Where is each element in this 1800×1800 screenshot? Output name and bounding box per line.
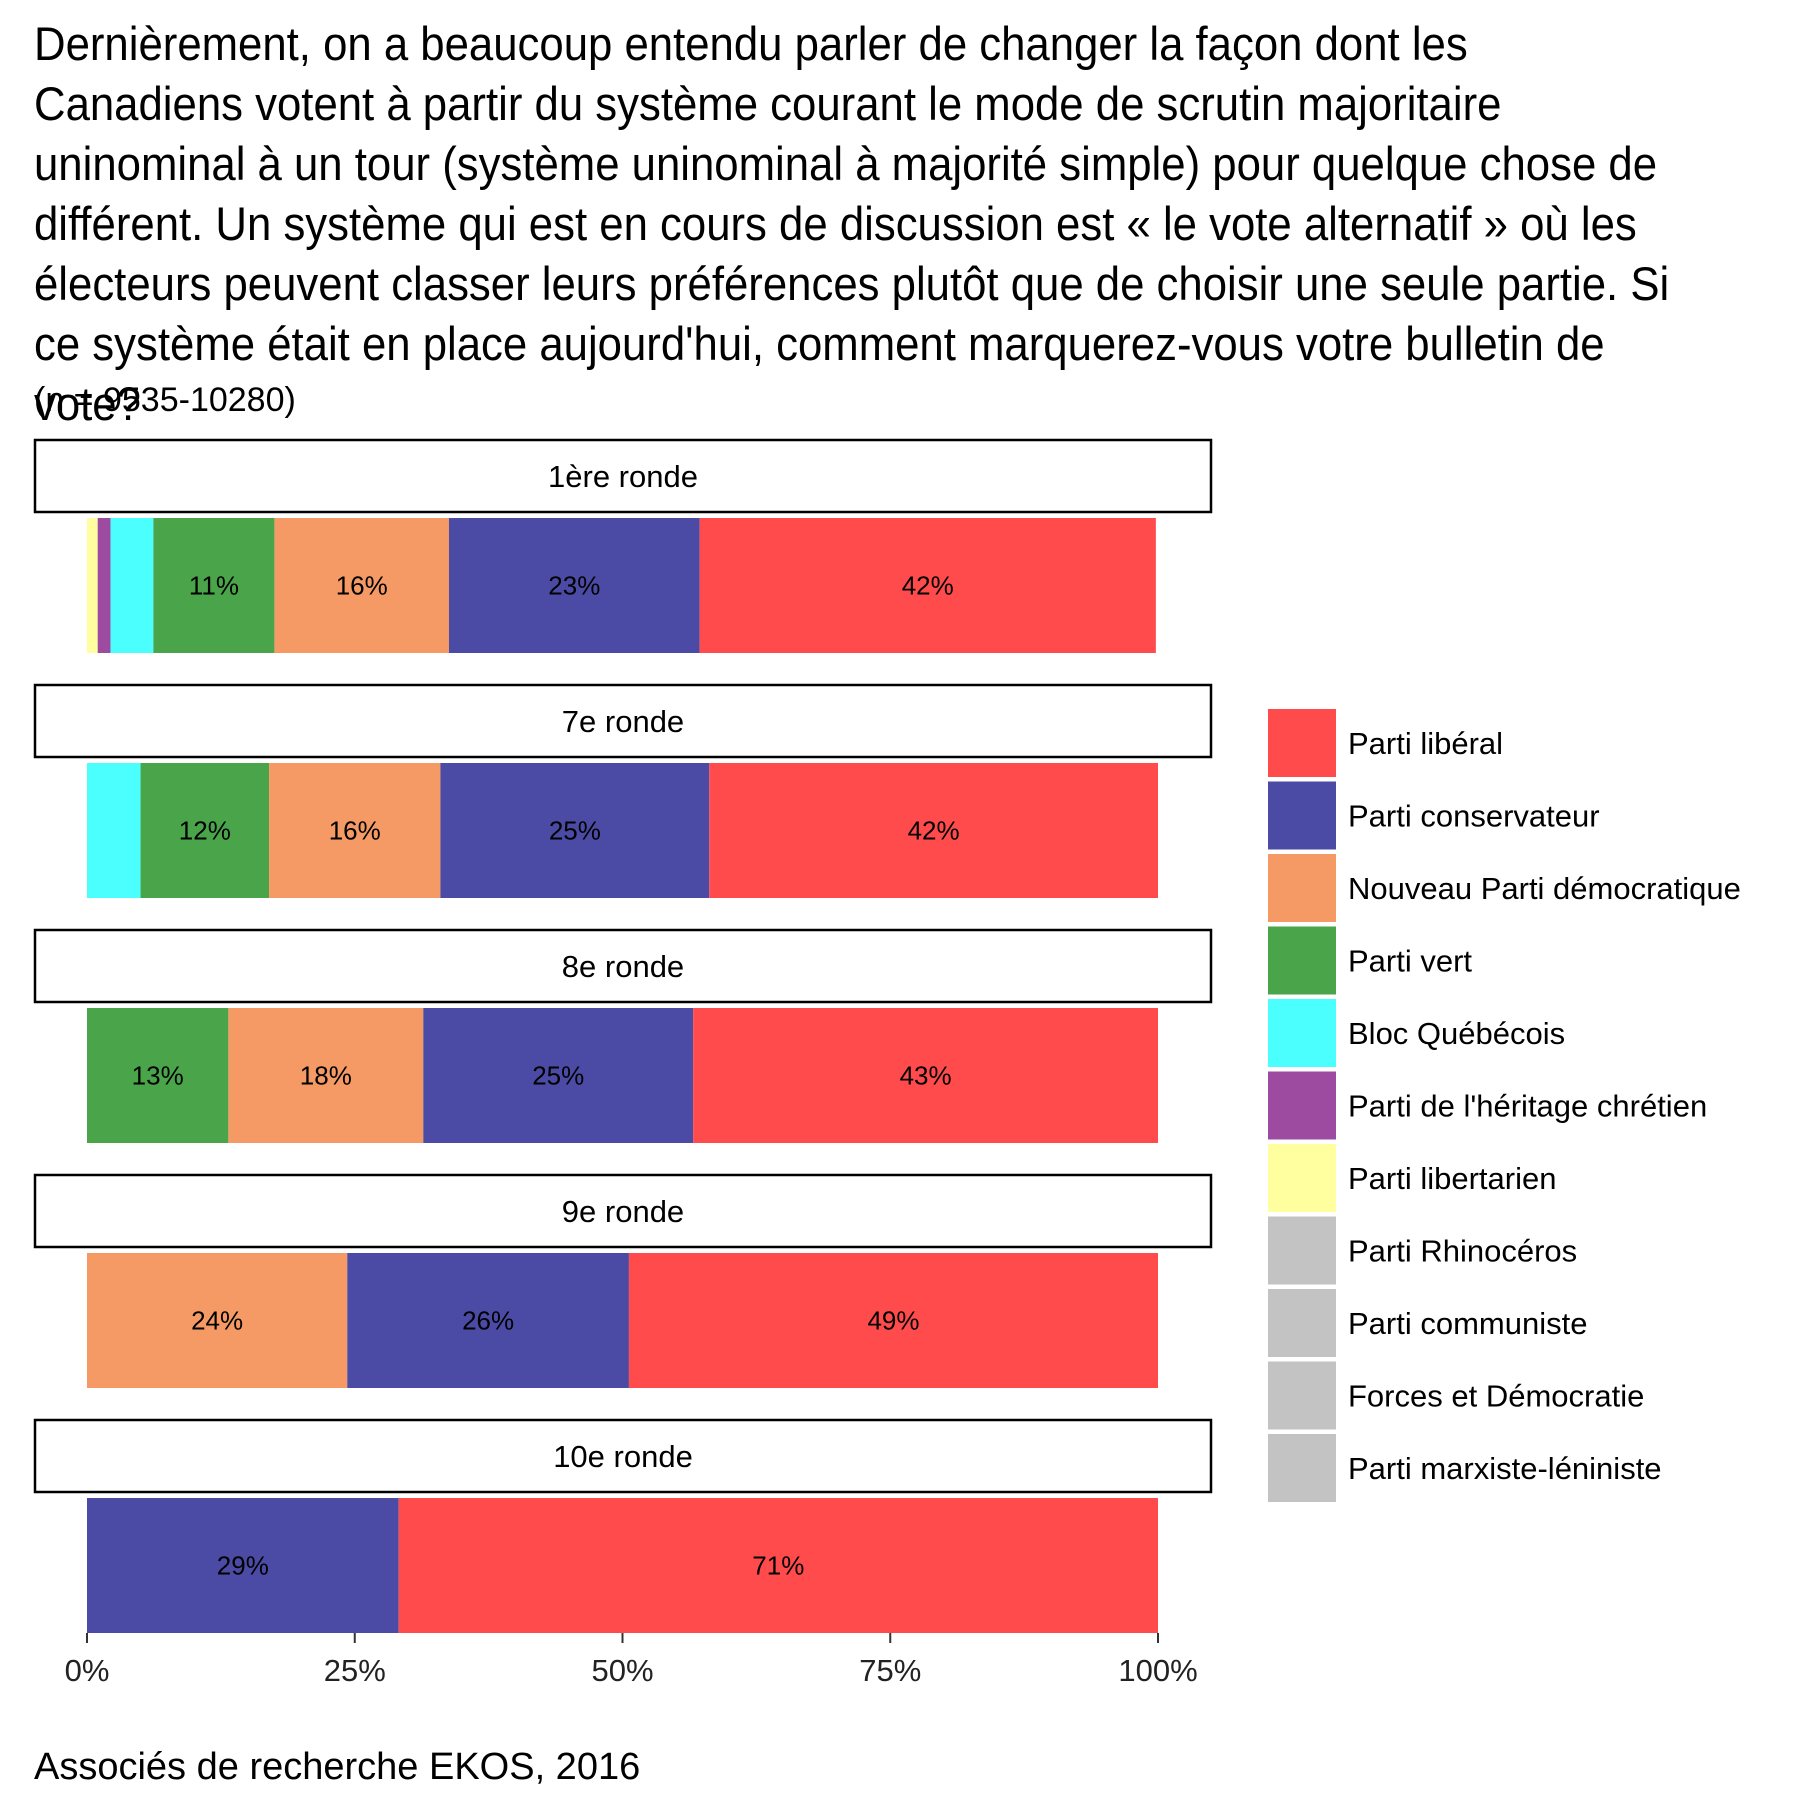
facet-label: 9e ronde [562,1194,684,1229]
legend-key [1268,1216,1336,1285]
data-label: 24% [191,1306,243,1336]
bar-segment [87,1008,229,1143]
bar-segment [440,763,710,898]
bar-segment [693,1008,1158,1143]
legend-label: Parti Rhinocéros [1348,1234,1577,1269]
bar-segment [269,763,441,898]
x-tick-label: 75% [859,1653,921,1688]
data-label: 26% [462,1306,514,1336]
bar-segment [398,1498,1158,1633]
data-label: 16% [336,571,388,601]
facet-label: 10e ronde [553,1439,693,1474]
legend-key [1268,709,1336,777]
legend-label: Parti vert [1348,944,1472,979]
legend-key [1268,1289,1336,1357]
chart-subtitle: (n = 9535-10280) [34,381,296,419]
bar-segment [87,1498,399,1633]
data-label: 71% [752,1551,804,1581]
data-label: 42% [902,571,954,601]
bar-segment [140,763,270,898]
bar-segment [628,1253,1158,1388]
legend-label: Nouveau Parti démocratique [1348,871,1741,906]
data-label: 13% [132,1061,184,1091]
legend-label: Parti de l'héritage chrétien [1348,1089,1707,1124]
bar-segment [110,518,154,653]
facet-label: 7e ronde [562,704,684,739]
facet-label: 8e ronde [562,949,684,984]
legend-key [1268,1361,1336,1430]
legend-key [1268,781,1336,850]
bar-segment [699,518,1156,653]
bar-segment [87,1253,348,1388]
legend-label: Parti communiste [1348,1306,1587,1341]
bar-segment [423,1008,694,1143]
data-label: 11% [189,571,239,601]
data-label: 16% [329,816,381,846]
legend-label: Parti marxiste-léniniste [1348,1451,1662,1486]
bar-segment [87,518,98,653]
legend-label: Bloc Québécois [1348,1016,1565,1051]
bar-segment [448,518,700,653]
legend-label: Parti libertarien [1348,1161,1556,1196]
data-label: 25% [549,816,601,846]
data-label: 25% [532,1061,584,1091]
bar-segment [347,1253,629,1388]
x-tick-label: 25% [324,1653,386,1688]
x-tick-label: 50% [591,1653,653,1688]
bar-segment [274,518,449,653]
data-label: 43% [900,1061,952,1091]
legend-label: Parti libéral [1348,726,1503,761]
legend-key [1268,1144,1336,1212]
chart-title: Dernièrement, on a beaucoup entendu parl… [34,17,1670,430]
source-caption: Associés de recherche EKOS, 2016 [34,1746,641,1788]
legend-label: Forces et Démocratie [1348,1379,1644,1414]
facet-strip [33,928,1213,1004]
bar-segment [228,1008,424,1143]
facet-strip [33,1418,1213,1494]
facet-strip [33,683,1213,759]
legend-label: Parti conservateur [1348,799,1600,834]
facet-strip [33,1173,1213,1249]
legend-key [1268,1071,1336,1140]
data-label: 12% [179,816,231,846]
x-tick-label: 0% [65,1653,110,1688]
data-label: 49% [867,1306,919,1336]
legend-key [1268,926,1336,995]
data-label: 18% [300,1061,352,1091]
data-label: 42% [908,816,960,846]
bar-segment [709,763,1158,898]
data-label: 23% [548,571,600,601]
legend-key [1268,999,1336,1067]
bar-segment [97,518,111,653]
data-label: 29% [217,1551,269,1581]
x-tick-label: 100% [1118,1653,1197,1688]
bar-segment [153,518,275,653]
bar-segment [87,763,141,898]
legend-key [1268,1434,1336,1502]
legend-key [1268,854,1336,922]
facet-label: 1ère ronde [548,459,698,494]
facet-strip [33,438,1213,514]
